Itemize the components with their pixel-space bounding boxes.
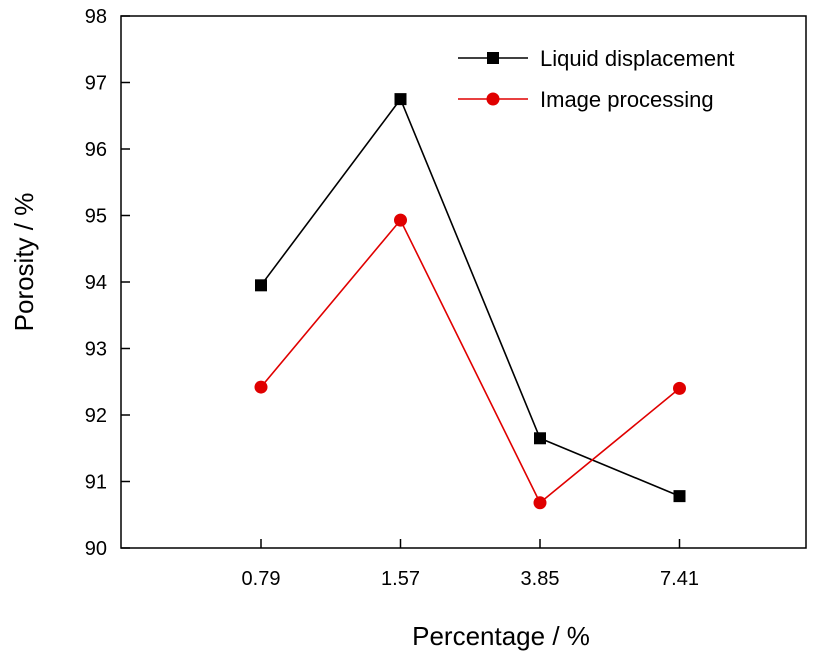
y-tick-label: 90 bbox=[85, 538, 107, 560]
legend-item-liquid-displacement: Liquid displacement bbox=[458, 46, 734, 71]
legend: Liquid displacement Image processing bbox=[458, 46, 734, 112]
series-line-liquid-displacement bbox=[260, 97, 680, 497]
y-tick-label: 97 bbox=[85, 73, 107, 95]
y-tick-label: 94 bbox=[85, 272, 107, 294]
series-image-processing bbox=[254, 213, 686, 510]
y-axis-title: Porosity / % bbox=[9, 193, 39, 332]
data-point-image-processing bbox=[394, 213, 407, 227]
data-point-liquid-displacement bbox=[255, 279, 267, 292]
data-point-liquid-displacement bbox=[534, 432, 546, 445]
legend-label-image-processing: Image processing bbox=[540, 87, 714, 112]
data-point-image-processing bbox=[254, 380, 268, 394]
x-axis-title: Percentage / % bbox=[412, 621, 590, 651]
y-tick-label: 96 bbox=[85, 139, 107, 161]
axes: 90 91 92 93 94 95 96 97 98 0.79 1.57 3.85 7.41 bbox=[85, 6, 807, 590]
legend-item-image-processing: Image processing bbox=[458, 87, 714, 112]
y-tick-label: 93 bbox=[85, 339, 107, 361]
data-point-image-processing bbox=[533, 496, 547, 510]
data-point-liquid-displacement bbox=[394, 93, 407, 106]
data-point-image-processing bbox=[673, 381, 686, 395]
series-liquid-displacement bbox=[255, 93, 686, 503]
legend-label-liquid-displacement: Liquid displacement bbox=[540, 46, 734, 71]
data-point-liquid-displacement bbox=[673, 490, 686, 503]
x-tick-label: 0.79 bbox=[242, 568, 281, 590]
series-line-image-processing bbox=[260, 218, 681, 505]
legend-marker-liquid-displacement bbox=[487, 52, 499, 64]
x-tick-label: 3.85 bbox=[521, 568, 560, 590]
y-tick-label: 98 bbox=[85, 6, 107, 28]
series-lines bbox=[254, 93, 686, 510]
x-tick-label: 7.41 bbox=[660, 568, 699, 590]
y-tick-label: 92 bbox=[85, 405, 107, 427]
y-tick-label: 91 bbox=[85, 472, 107, 494]
y-tick-label: 95 bbox=[85, 206, 107, 228]
x-tick-label: 1.57 bbox=[381, 568, 420, 590]
legend-marker-image-processing bbox=[486, 92, 500, 106]
